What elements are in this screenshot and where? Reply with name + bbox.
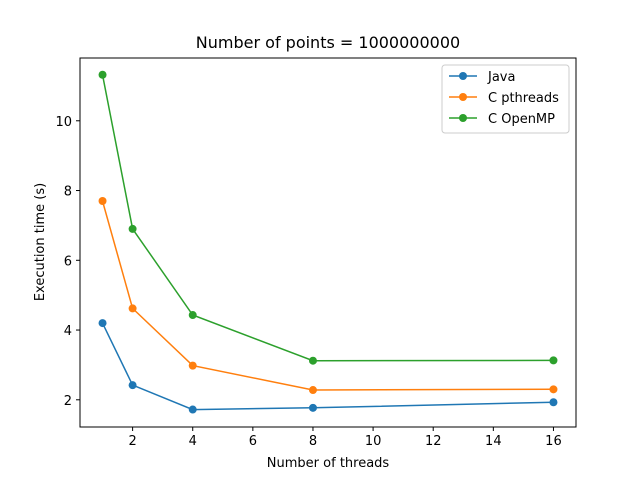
x-tick-label: 2 <box>128 434 136 449</box>
x-tick-label: 12 <box>425 434 442 449</box>
data-point-c-pthreads <box>549 385 558 394</box>
x-tick-label: 16 <box>545 434 562 449</box>
y-axis-label: Execution time (s) <box>33 183 48 301</box>
x-tick-label: 14 <box>485 434 502 449</box>
legend-marker-java <box>459 72 467 80</box>
legend: Java C pthreads C OpenMP <box>441 64 570 134</box>
plot-area <box>79 57 577 428</box>
x-tick-label: 10 <box>365 434 382 449</box>
x-tick-label: 6 <box>249 434 257 449</box>
y-tick-label: 2 <box>64 394 72 409</box>
data-point-java <box>188 405 197 414</box>
x-tick-label: 8 <box>309 434 317 449</box>
legend-label-c-pthreads: C pthreads <box>488 91 559 106</box>
legend-box <box>441 64 570 134</box>
data-point-java <box>128 381 137 390</box>
legend-label-java: Java <box>487 70 515 85</box>
data-point-c-openmp <box>549 356 558 365</box>
series-line-java <box>101 322 554 411</box>
data-point-java <box>308 403 317 412</box>
data-point-c-pthreads <box>128 304 137 313</box>
data-point-c-openmp <box>188 311 197 320</box>
data-point-c-openmp <box>98 70 107 79</box>
chart-title: Number of points = 1000000000 <box>196 33 460 52</box>
y-tick-label: 6 <box>64 254 72 269</box>
data-point-c-openmp <box>128 224 137 233</box>
y-tick-label: 10 <box>55 115 72 130</box>
data-point-c-pthreads <box>98 196 107 205</box>
data-point-java <box>98 319 107 328</box>
series-layer <box>98 70 558 414</box>
data-point-c-pthreads <box>308 386 317 395</box>
y-tick-label: 8 <box>64 185 72 200</box>
legend-marker-c-openmp <box>459 114 467 122</box>
series-line-c-pthreads <box>101 200 554 391</box>
x-tick-label: 4 <box>189 434 197 449</box>
legend-marker-c-pthreads <box>459 93 467 101</box>
y-tick-label: 4 <box>64 324 72 339</box>
x-axis-label: Number of threads <box>267 456 390 471</box>
y-axis: 2 4 6 8 10 <box>55 115 80 409</box>
data-point-java <box>549 398 558 407</box>
data-point-c-pthreads <box>188 361 197 370</box>
data-point-c-openmp <box>308 356 317 365</box>
x-axis: 2 4 6 8 10 12 14 16 <box>128 427 562 449</box>
legend-label-c-openmp: C OpenMP <box>488 112 555 127</box>
